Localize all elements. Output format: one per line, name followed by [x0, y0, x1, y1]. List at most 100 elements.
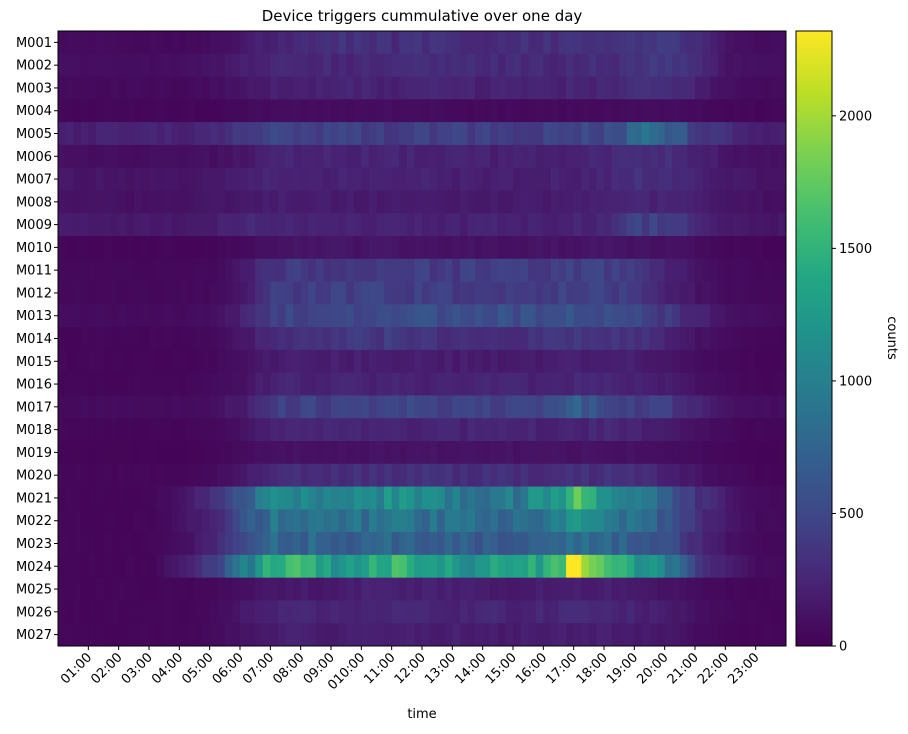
heatmap-cell	[550, 31, 559, 55]
heatmap-cell	[740, 395, 749, 419]
heatmap-cell	[763, 349, 772, 374]
heatmap-cell	[429, 122, 438, 146]
heatmap-cell	[95, 53, 104, 77]
heatmap-cell	[634, 372, 643, 396]
heatmap-cell	[277, 53, 286, 77]
heatmap-cell	[209, 577, 218, 601]
heatmap-cell	[422, 486, 430, 510]
heatmap-cell	[111, 213, 120, 237]
heatmap-cell	[566, 532, 575, 556]
heatmap-cell	[384, 144, 393, 169]
heatmap-cell	[770, 623, 779, 647]
heatmap-cell	[111, 418, 120, 442]
heatmap-cell	[315, 418, 324, 442]
heatmap-cell	[111, 349, 120, 374]
heatmap-cell	[687, 122, 696, 146]
heatmap-cell	[300, 236, 309, 260]
heatmap-cell	[255, 418, 264, 442]
heatmap-cell	[596, 395, 605, 419]
heatmap-cell	[179, 509, 188, 533]
heatmap-cell	[475, 395, 484, 419]
heatmap-cell	[255, 76, 264, 100]
y-tick-label: M010	[16, 241, 52, 256]
heatmap-cell	[444, 53, 453, 77]
heatmap-cell	[202, 463, 211, 487]
heatmap-cell	[452, 76, 461, 100]
heatmap-cell	[262, 623, 271, 647]
heatmap-cell	[672, 327, 681, 351]
heatmap-cell	[111, 463, 120, 487]
heatmap-cell	[763, 327, 772, 351]
heatmap-cell	[513, 327, 521, 351]
heatmap-cell	[164, 486, 173, 510]
heatmap-cell	[270, 395, 279, 419]
heatmap-cell	[467, 31, 476, 55]
heatmap-cell	[217, 418, 226, 442]
heatmap-cell	[262, 600, 271, 624]
heatmap-cell	[452, 304, 461, 328]
heatmap-cell	[482, 554, 491, 579]
heatmap-cell	[740, 122, 749, 146]
heatmap-cell	[497, 122, 506, 146]
heatmap-cell	[58, 418, 66, 442]
heatmap-cell	[558, 463, 567, 487]
heatmap-cell	[361, 213, 370, 237]
heatmap-cell	[88, 600, 97, 624]
heatmap-cell	[331, 190, 339, 214]
heatmap-cell	[202, 99, 211, 123]
heatmap-cell	[740, 600, 749, 624]
heatmap-cell	[778, 122, 787, 146]
heatmap-cell	[270, 509, 279, 533]
heatmap-cell	[778, 31, 787, 55]
heatmap-cell	[422, 577, 430, 601]
heatmap-cell	[103, 281, 112, 305]
heatmap-cell	[156, 304, 165, 328]
heatmap-cell	[346, 122, 355, 146]
heatmap-cell	[149, 213, 157, 237]
heatmap-cell	[255, 441, 264, 465]
heatmap-cell	[520, 53, 529, 77]
heatmap-cell	[634, 463, 643, 487]
heatmap-cell	[581, 486, 590, 510]
heatmap-cell	[550, 213, 559, 237]
heatmap-cell	[217, 532, 226, 556]
heatmap-cell	[490, 304, 499, 328]
heatmap-cell	[535, 418, 544, 442]
heatmap-cell	[437, 554, 446, 579]
heatmap-cell	[164, 327, 173, 351]
heatmap-cell	[695, 122, 703, 146]
heatmap-cell	[232, 486, 241, 510]
heatmap-cell	[406, 486, 415, 510]
heatmap-cell	[535, 281, 544, 305]
heatmap-cell	[270, 99, 279, 123]
heatmap-cell	[346, 418, 355, 442]
heatmap-cell	[331, 349, 339, 374]
heatmap-cell	[528, 509, 537, 533]
heatmap-cell	[240, 53, 248, 77]
heatmap-cell	[748, 441, 757, 465]
heatmap-cell	[277, 623, 286, 647]
heatmap-cell	[755, 213, 764, 237]
heatmap-cell	[202, 304, 211, 328]
heatmap-cell	[141, 236, 150, 260]
heatmap-cell	[550, 304, 559, 328]
heatmap-cell	[543, 167, 552, 191]
heatmap-cell	[748, 486, 757, 510]
heatmap-cell	[65, 53, 74, 77]
heatmap-cell	[588, 623, 597, 647]
heatmap-cell	[482, 122, 491, 146]
heatmap-cell	[262, 327, 271, 351]
heatmap-cell	[755, 554, 764, 579]
heatmap-cell	[202, 509, 211, 533]
heatmap-cell	[353, 441, 362, 465]
heatmap-cell	[475, 236, 484, 260]
heatmap-cell	[497, 99, 506, 123]
heatmap-cell	[619, 190, 628, 214]
heatmap-cell	[444, 349, 453, 374]
heatmap-cell	[763, 418, 772, 442]
heatmap-cell	[346, 349, 355, 374]
heatmap-cell	[414, 99, 423, 123]
heatmap-cell	[133, 577, 142, 601]
heatmap-cell	[755, 600, 764, 624]
heatmap-cell	[611, 577, 620, 601]
